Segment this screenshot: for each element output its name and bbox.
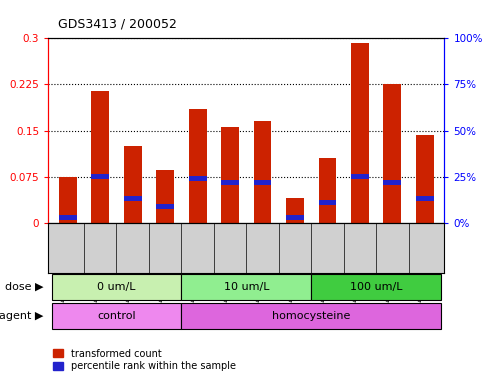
- Bar: [351, 174, 369, 179]
- Bar: [319, 200, 337, 205]
- Bar: [156, 170, 174, 223]
- Text: agent ▶: agent ▶: [0, 311, 43, 321]
- Bar: [384, 180, 401, 185]
- Text: homocysteine: homocysteine: [272, 311, 351, 321]
- Bar: [189, 176, 207, 181]
- Bar: [59, 177, 77, 223]
- Bar: [254, 121, 271, 223]
- Bar: [221, 127, 239, 223]
- Legend: transformed count, percentile rank within the sample: transformed count, percentile rank withi…: [53, 349, 236, 371]
- Bar: [91, 91, 109, 223]
- Bar: [124, 196, 142, 201]
- Bar: [351, 43, 369, 223]
- Bar: [416, 135, 434, 223]
- Bar: [286, 215, 304, 220]
- Text: dose ▶: dose ▶: [5, 282, 43, 292]
- Text: 0 um/L: 0 um/L: [97, 282, 136, 292]
- Bar: [189, 109, 207, 223]
- Text: control: control: [97, 311, 136, 321]
- Bar: [182, 303, 441, 329]
- Bar: [221, 180, 239, 185]
- Bar: [124, 146, 142, 223]
- Bar: [52, 274, 182, 300]
- Text: 100 um/L: 100 um/L: [350, 282, 402, 292]
- Text: GDS3413 / 200052: GDS3413 / 200052: [58, 18, 177, 31]
- Bar: [416, 196, 434, 201]
- Bar: [311, 274, 441, 300]
- Bar: [384, 84, 401, 223]
- Bar: [91, 174, 109, 179]
- Bar: [286, 198, 304, 223]
- Bar: [254, 180, 271, 185]
- Bar: [52, 303, 182, 329]
- Bar: [59, 215, 77, 220]
- Bar: [319, 158, 337, 223]
- Bar: [182, 274, 311, 300]
- Text: 10 um/L: 10 um/L: [224, 282, 269, 292]
- Bar: [156, 204, 174, 209]
